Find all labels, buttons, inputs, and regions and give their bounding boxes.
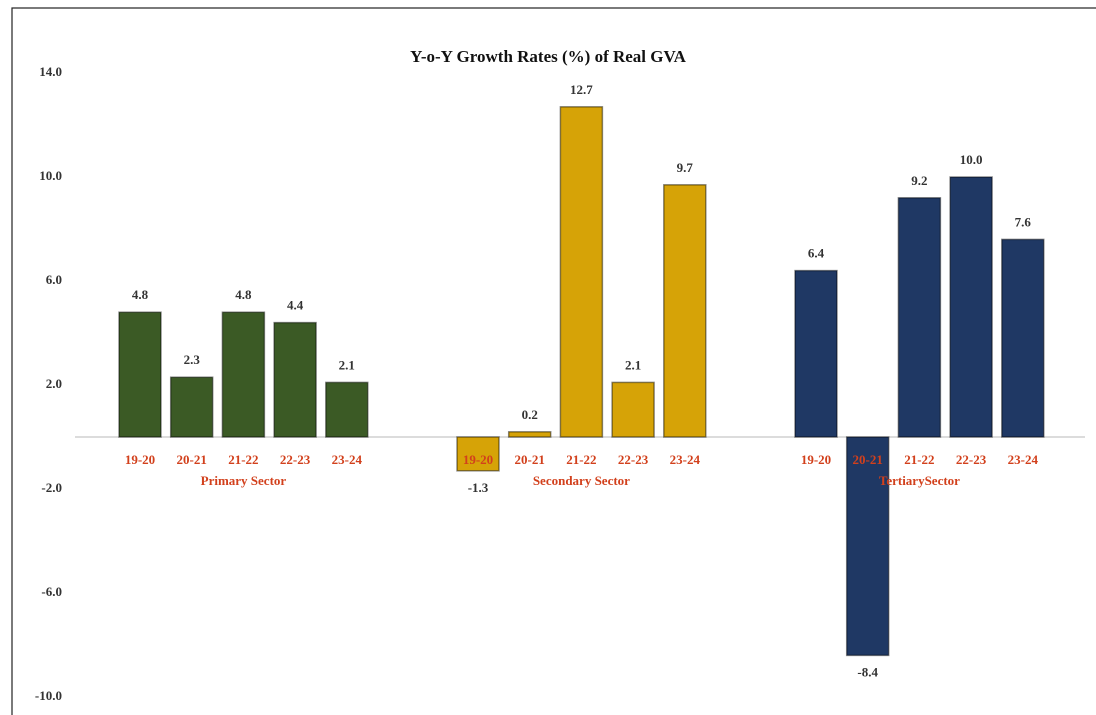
data-label: 4.8 [235,287,252,302]
bar [949,176,993,438]
data-label: -8.4 [857,664,878,679]
data-label: 6.4 [808,246,825,261]
x-tick-label: 22-23 [618,452,649,467]
data-label: 2.3 [184,352,201,367]
bar [794,269,838,438]
y-tick-label: 10.0 [39,168,62,183]
x-tick-label: 23-24 [1008,452,1039,467]
bar [169,376,214,438]
x-tick-label: 20-21 [515,452,545,467]
x-tick-label: 19-20 [801,452,831,467]
chart-frame [11,7,1096,715]
data-label: 4.4 [287,298,304,313]
bar [663,184,707,438]
x-tick-label: 19-20 [125,452,155,467]
bar [118,311,162,438]
x-tick-label: 21-22 [228,452,258,467]
x-tick-label: 22-23 [280,452,311,467]
bar [507,431,552,438]
x-tick-label: 22-23 [956,452,987,467]
y-tick-label: -6.0 [41,584,62,599]
data-label: 0.2 [522,407,538,422]
x-tick-label: 20-21 [853,452,883,467]
x-tick-label: 21-22 [566,452,596,467]
group-label: TertiarySector [879,473,960,488]
y-tick-label: -10.0 [35,688,62,703]
bar [1001,238,1045,438]
y-tick-label: -2.0 [41,480,62,495]
bar [897,197,942,438]
y-tick-label: 14.0 [39,64,62,79]
group-label: Primary Sector [201,473,287,488]
group-label: Secondary Sector [533,473,630,488]
x-tick-label: 23-24 [670,452,701,467]
bar [845,436,890,657]
bar [273,321,317,438]
y-tick-label: 2.0 [46,376,62,391]
data-label: 12.7 [570,82,593,97]
data-label: 10.0 [960,152,983,167]
bar [559,106,604,438]
data-label: 9.2 [911,173,927,188]
data-label: 7.6 [1015,214,1032,229]
data-label: -1.3 [468,480,489,495]
bar [611,381,655,438]
x-tick-label: 20-21 [177,452,207,467]
bar [456,436,500,472]
chart-title: Y-o-Y Growth Rates (%) of Real GVA [410,47,686,66]
y-tick-label: 6.0 [46,272,62,287]
data-label: 4.8 [132,287,149,302]
x-tick-label: 21-22 [904,452,934,467]
x-tick-label: 23-24 [332,452,363,467]
bar [221,311,266,438]
data-label: 9.7 [677,160,694,175]
data-label: 2.1 [625,357,641,372]
data-label: 2.1 [339,357,355,372]
x-tick-label: 19-20 [463,452,493,467]
bar [325,381,369,438]
